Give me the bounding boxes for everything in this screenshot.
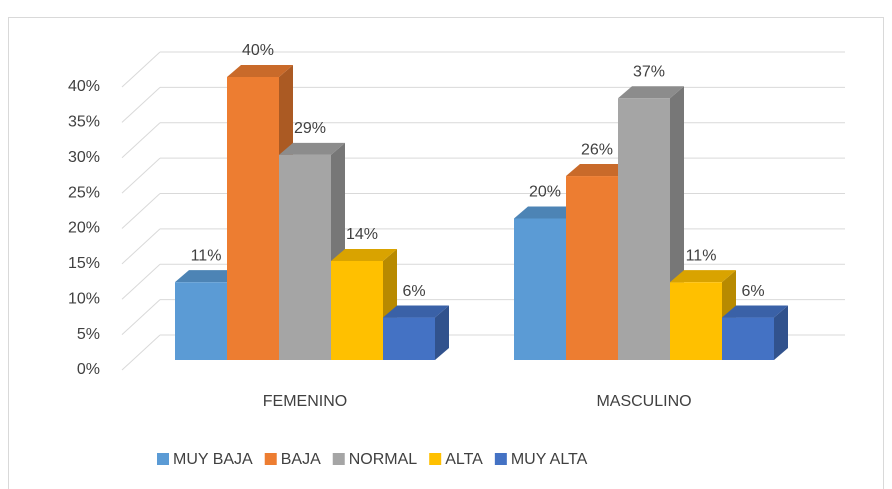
bar xyxy=(618,98,670,360)
bar-top xyxy=(566,164,632,177)
bar xyxy=(383,317,435,360)
data-label: 11% xyxy=(191,247,222,264)
y-tick-label: 30% xyxy=(68,149,100,166)
x-tick-label: FEMENINO xyxy=(263,393,347,410)
data-label: 26% xyxy=(581,141,613,158)
data-label: 40% xyxy=(242,42,274,59)
y-tick-label: 0% xyxy=(77,361,100,378)
bar-top xyxy=(514,206,580,219)
bar xyxy=(566,176,618,360)
bar xyxy=(514,218,566,360)
data-label: 29% xyxy=(294,120,326,137)
x-tick-label: MASCULINO xyxy=(596,393,691,410)
grid-line xyxy=(121,51,161,88)
bar-top xyxy=(175,270,241,283)
grid-line xyxy=(121,193,161,229)
legend-label: NORMAL xyxy=(349,451,418,468)
legend-swatch xyxy=(494,453,507,465)
y-tick-label: 15% xyxy=(68,255,100,272)
bar xyxy=(331,260,383,360)
grid-line xyxy=(121,334,161,371)
y-tick-label: 40% xyxy=(68,78,100,95)
bar-top xyxy=(670,270,736,283)
legend-swatch xyxy=(332,453,345,465)
y-tick-label: 5% xyxy=(77,326,100,343)
legend-label: BAJA xyxy=(281,451,321,468)
bar xyxy=(722,317,774,360)
bar-side xyxy=(774,305,788,360)
bar-top xyxy=(722,305,788,318)
legend-swatch xyxy=(429,453,442,465)
grid-line xyxy=(121,87,161,123)
legend-swatch xyxy=(264,453,277,465)
bar xyxy=(670,282,722,360)
legend-label: MUY BAJA xyxy=(173,451,253,468)
bar-top xyxy=(618,86,684,99)
legend-swatch xyxy=(157,453,169,465)
bar xyxy=(175,282,227,360)
data-label: 37% xyxy=(633,63,665,80)
grid-line xyxy=(121,263,161,300)
y-tick-label: 10% xyxy=(68,290,100,307)
data-label: 14% xyxy=(346,226,378,243)
grid-line xyxy=(121,299,161,335)
bar-top xyxy=(279,142,345,155)
grid-line xyxy=(121,157,161,194)
bar xyxy=(279,154,331,360)
y-tick-label: 20% xyxy=(68,220,100,237)
y-tick-label: 35% xyxy=(68,114,100,131)
chart-frame xyxy=(8,17,884,489)
data-label: 20% xyxy=(529,184,561,201)
bar xyxy=(227,77,279,360)
bar-top xyxy=(227,65,293,77)
data-label: 11% xyxy=(686,247,717,264)
grid-line xyxy=(121,122,161,159)
legend-label: MUY ALTA xyxy=(511,451,588,468)
y-tick-label: 25% xyxy=(68,184,100,201)
bar-top xyxy=(331,248,397,261)
data-label: 6% xyxy=(741,283,764,300)
data-label: 6% xyxy=(402,283,425,300)
bar-top xyxy=(383,305,449,318)
legend-label: ALTA xyxy=(445,451,483,468)
grid-line xyxy=(121,228,161,265)
bar-side xyxy=(435,305,449,360)
